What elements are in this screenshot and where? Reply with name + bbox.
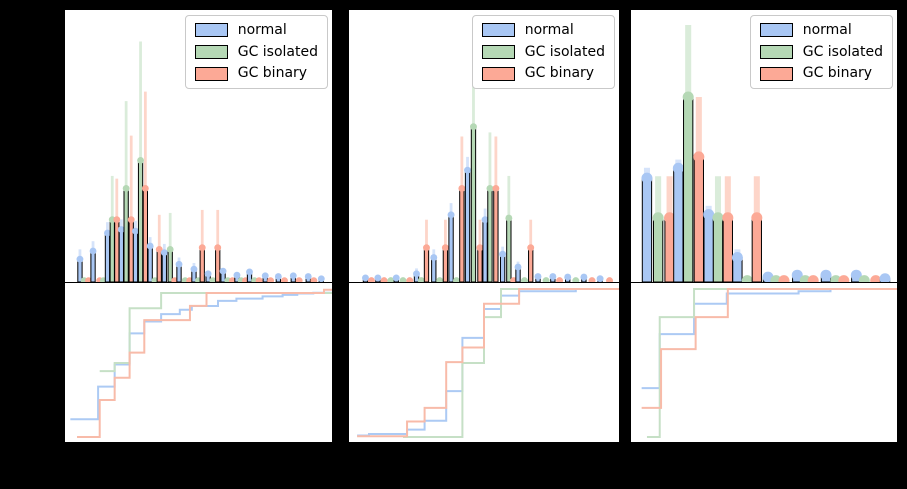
legend-swatch-gc-binary	[194, 66, 228, 81]
panel-2-ecdf-axes	[348, 283, 620, 443]
panel-2-ecdf-plot	[357, 288, 619, 438]
panel-1-legend: normal GC isolated GC binary	[184, 15, 328, 90]
legend-item-gc-isolated: GC isolated	[759, 43, 883, 60]
legend-swatch-gc-isolated	[194, 45, 228, 60]
legend-swatch-gc-isolated	[481, 45, 515, 60]
legend-item-gc-binary: GC binary	[759, 65, 883, 82]
legend-label-normal: normal	[802, 22, 852, 38]
panel-1-ecdf-axes	[64, 283, 333, 443]
panel-3-histogram-axes: normal GC isolated GC binary	[630, 9, 898, 283]
legend-label-gc-binary: GC binary	[524, 65, 595, 82]
legend-label-gc-isolated: GC isolated	[524, 43, 605, 60]
legend-label-gc-binary: GC binary	[237, 65, 308, 82]
legend-label-normal: normal	[237, 22, 287, 38]
legend-swatch-gc-binary	[481, 66, 515, 81]
panel-3-ecdf-plot	[641, 288, 897, 438]
panel-1-ecdf-plot	[70, 288, 332, 438]
panel-3-ecdf-axes	[630, 283, 898, 443]
legend-swatch-normal	[759, 23, 793, 38]
legend-item-normal: normal	[759, 22, 883, 38]
panel-2-histogram-axes: normal GC isolated GC binary	[348, 9, 620, 283]
legend-label-gc-binary: GC binary	[802, 65, 873, 82]
panel-3-histogram-plot	[641, 24, 891, 282]
legend-swatch-normal	[194, 23, 228, 38]
legend-item-normal: normal	[481, 22, 605, 38]
legend-swatch-gc-isolated	[759, 45, 793, 60]
panel-1-histogram-axes: normal GC isolated GC binary	[64, 9, 333, 283]
legend-item-normal: normal	[194, 22, 318, 38]
legend-swatch-gc-binary	[759, 66, 793, 81]
legend-label-gc-isolated: GC isolated	[237, 43, 318, 60]
legend-item-gc-binary: GC binary	[194, 65, 318, 82]
panel-3-legend: normal GC isolated GC binary	[749, 15, 893, 90]
legend-swatch-normal	[481, 23, 515, 38]
legend-label-normal: normal	[524, 22, 574, 38]
legend-item-gc-binary: GC binary	[481, 65, 605, 82]
legend-label-gc-isolated: GC isolated	[802, 43, 883, 60]
legend-item-gc-isolated: GC isolated	[481, 43, 605, 60]
panel-2-legend: normal GC isolated GC binary	[471, 15, 615, 90]
legend-item-gc-isolated: GC isolated	[194, 43, 318, 60]
